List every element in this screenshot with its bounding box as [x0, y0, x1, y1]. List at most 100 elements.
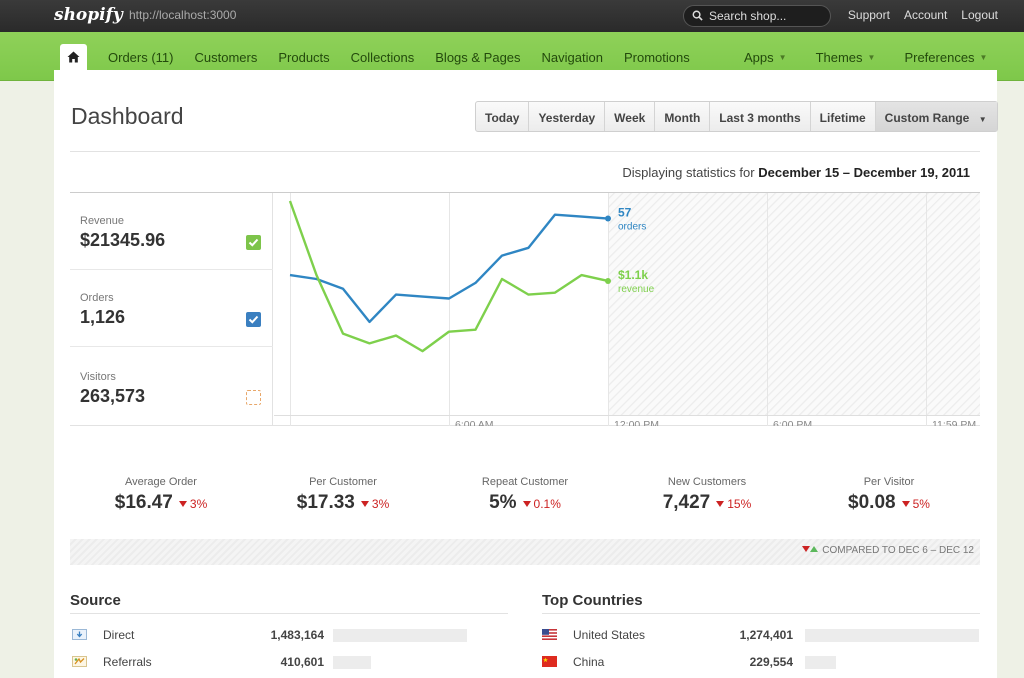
range-today-button[interactable]: Today: [476, 102, 530, 131]
nav-preferences-menu[interactable]: Preferences ▼: [904, 50, 987, 65]
logout-link[interactable]: Logout: [961, 8, 998, 22]
orders-checkbox[interactable]: [246, 312, 261, 327]
china-flag-icon: [542, 656, 557, 667]
metric-value: 263,573: [80, 386, 146, 406]
divider: [70, 613, 508, 614]
check-icon: [248, 315, 259, 324]
chevron-down-icon: ▼: [778, 53, 787, 62]
orders-series-name: orders: [618, 222, 646, 233]
up-arrow-icon: [810, 546, 819, 552]
stat-change: 3%: [360, 497, 390, 511]
stat-per-visitor: Per Visitor $0.08 5%: [798, 476, 980, 514]
stat-change-value: 3%: [189, 497, 208, 511]
stat-label: Per Visitor: [863, 476, 915, 488]
revenue-end-point: [605, 277, 611, 284]
stat-change: 0.1%: [522, 497, 561, 511]
source-bar: [333, 656, 371, 669]
metric-revenue: Revenue $21345.96: [70, 193, 273, 270]
stat-value: 7,427: [662, 492, 711, 513]
range-week-button[interactable]: Week: [605, 102, 656, 131]
stat-value: $17.33: [296, 492, 355, 513]
stat-change-value: 0.1%: [533, 497, 561, 511]
country-row: China 229,554: [542, 655, 980, 671]
chevron-down-icon: ▼: [867, 53, 876, 62]
country-bar: [805, 656, 836, 669]
x-tick-label: 6:00 AM: [455, 419, 494, 426]
range-last-3-months-button[interactable]: Last 3 months: [710, 102, 811, 131]
stat-label: Repeat Customer: [481, 476, 569, 488]
nav-blogs-pages[interactable]: Blogs & Pages: [435, 50, 521, 65]
stat-label: Average Order: [125, 476, 197, 488]
nav-promotions[interactable]: Promotions: [623, 50, 690, 65]
account-link[interactable]: Account: [903, 8, 948, 22]
nav-apps-menu[interactable]: Apps ▼: [744, 50, 787, 65]
nav-preferences-label: Preferences: [904, 50, 975, 65]
displaying-prefix: Displaying statistics for: [622, 165, 755, 180]
referral-icon: [72, 656, 87, 667]
displaying-range: December 15 – December 19, 2011: [758, 165, 970, 180]
nav-products[interactable]: Products: [278, 50, 330, 65]
stat-change-value: 5%: [912, 497, 930, 511]
down-arrow-icon: [802, 546, 811, 552]
range-custom-label: Custom Range: [884, 111, 970, 125]
metric-visitors: Visitors 263,573: [70, 347, 273, 424]
visitors-checkbox[interactable]: [246, 390, 261, 405]
range-custom-button[interactable]: Custom Range ▼: [875, 102, 997, 131]
stat-value: 5%: [489, 492, 517, 513]
line-chart: 6:00 AM 12:00 PM 6:00 PM 11:59 PM 57 orders $1…: [274, 193, 980, 426]
country-name: United States: [573, 628, 646, 642]
down-arrow-icon: [178, 501, 187, 507]
x-tick-label: 6:00 PM: [773, 419, 812, 426]
range-lifetime-button[interactable]: Lifetime: [811, 102, 876, 131]
home-icon: [67, 51, 80, 63]
comparison-text: COMPARED TO DEC 6 – DEC 12: [822, 545, 974, 556]
nav-customers[interactable]: Customers: [194, 50, 258, 65]
source-row: Referrals 410,601: [72, 655, 468, 671]
country-value: 229,554: [749, 655, 793, 669]
support-link[interactable]: Support: [847, 8, 890, 22]
revenue-end-value: $1.1k: [618, 268, 648, 282]
orders-end-value: 57: [618, 206, 632, 220]
down-arrow-icon: [360, 501, 369, 507]
x-tick-label: 11:59 PM: [932, 419, 976, 426]
search-shop-field[interactable]: Search shop...: [683, 5, 831, 27]
summary-stats: Average Order $16.47 3% Per Customer $17.…: [70, 476, 980, 530]
metric-value: $21345.96: [80, 230, 166, 250]
stat-per-customer: Per Customer $17.33 3%: [252, 476, 434, 514]
range-month-button[interactable]: Month: [655, 102, 711, 131]
nav-collections[interactable]: Collections: [350, 50, 415, 65]
chevron-down-icon: ▼: [979, 53, 988, 62]
check-icon: [248, 238, 259, 247]
chevron-down-icon: ▼: [978, 115, 987, 124]
source-value: 1,483,164: [270, 628, 324, 642]
store-url[interactable]: http://localhost:3000: [129, 8, 237, 22]
metric-label: Visitors: [80, 371, 116, 383]
us-flag-icon: [542, 629, 557, 640]
divider: [70, 151, 980, 152]
stat-change: 15%: [716, 497, 751, 511]
shopify-logo[interactable]: shopify: [54, 5, 123, 25]
nav-orders[interactable]: Orders (11): [108, 50, 174, 65]
country-name: China: [573, 655, 605, 669]
country-row: United States 1,274,401: [542, 628, 980, 644]
orders-series-line: [289, 213, 609, 324]
stat-value: $16.47: [114, 492, 173, 513]
source-bar: [333, 629, 467, 642]
metric-list: Revenue $21345.96 Orders 1,126 Visitors …: [70, 193, 273, 426]
stat-change: 5%: [901, 497, 930, 511]
future-region: [608, 193, 980, 415]
source-row: Direct 1,483,164: [72, 628, 468, 644]
home-tab[interactable]: [60, 44, 87, 70]
stat-change: 3%: [178, 497, 208, 511]
down-arrow-icon: [901, 501, 910, 507]
nav-navigation[interactable]: Navigation: [541, 50, 603, 65]
down-arrow-icon: [716, 501, 725, 507]
orders-end-point: [605, 215, 611, 222]
page-title: Dashboard: [71, 103, 184, 129]
range-yesterday-button[interactable]: Yesterday: [529, 102, 606, 131]
comparison-note: COMPARED TO DEC 6 – DEC 12: [70, 539, 980, 565]
nav-themes-menu[interactable]: Themes ▼: [816, 50, 876, 65]
stat-change-value: 3%: [371, 497, 390, 511]
revenue-checkbox[interactable]: [246, 235, 261, 250]
displaying-statistics: Displaying statistics for December 15 – …: [622, 165, 970, 180]
